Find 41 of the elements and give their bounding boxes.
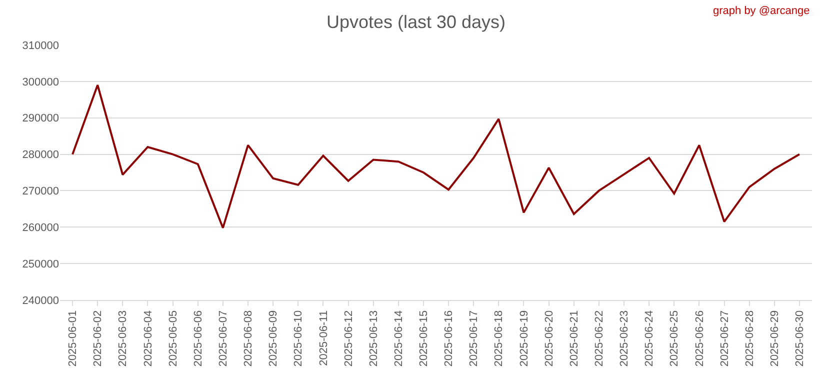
x-tick-label: 2025-06-08 <box>242 310 255 367</box>
x-tick-label: 2025-06-30 <box>794 310 806 367</box>
x-tick-label: 2025-06-18 <box>493 310 506 367</box>
x-tick-label: 2025-06-16 <box>443 310 456 367</box>
x-tick-label: 2025-06-02 <box>92 310 104 367</box>
x-tick-label: 2025-06-25 <box>668 310 681 367</box>
x-tick-label: 2025-06-29 <box>768 310 781 367</box>
x-tick-label: 2025-06-11 <box>318 310 330 366</box>
x-tick-label: 2025-06-19 <box>518 310 530 367</box>
y-tick-label: 290000 <box>22 112 59 125</box>
x-tick-label: 2025-06-28 <box>744 310 756 367</box>
x-tick-label: 2025-06-01 <box>67 310 80 367</box>
y-tick-label: 270000 <box>22 186 59 198</box>
x-tick-label: 2025-06-17 <box>468 310 480 367</box>
x-tick-label: 2025-06-20 <box>543 310 556 367</box>
y-tick-label: 300000 <box>22 76 59 88</box>
x-tick-label: 2025-06-14 <box>392 310 405 367</box>
chart-title: Upvotes (last 30 days) <box>326 12 506 32</box>
x-tick-label: 2025-06-23 <box>618 310 631 367</box>
line-series <box>72 84 800 229</box>
x-tick-label: 2025-06-27 <box>718 310 731 367</box>
text: graph by @arcange <box>713 5 810 17</box>
x-tick-label: 2025-06-22 <box>594 310 606 367</box>
x-tick-label: 2025-06-24 <box>644 310 656 367</box>
x-tick-label: 2025-06-04 <box>142 310 154 367</box>
x-tick-label: 2025-06-06 <box>192 310 204 367</box>
y-tick-label: 280000 <box>22 149 59 162</box>
x-tick-label: 2025-06-09 <box>268 310 280 367</box>
x-tick-label: 2025-06-05 <box>167 310 180 367</box>
x-tick-label: 2025-06-26 <box>694 310 706 367</box>
x-tick-label: 2025-06-12 <box>342 310 355 367</box>
x-tick-label: 2025-06-15 <box>418 310 430 367</box>
y-tick-label: 240000 <box>22 294 59 307</box>
x-tick-label: 2025-06-21 <box>568 310 580 367</box>
x-tick-label: 2025-06-07 <box>218 310 230 367</box>
y-tick-label: 260000 <box>22 222 59 234</box>
x-tick-label: 2025-06-10 <box>292 310 305 367</box>
y-tick-label: 310000 <box>22 40 59 52</box>
x-tick-label: 2025-06-13 <box>368 310 380 367</box>
y-tick-label: 250000 <box>22 258 59 270</box>
x-tick-label: 2025-06-03 <box>117 310 130 367</box>
